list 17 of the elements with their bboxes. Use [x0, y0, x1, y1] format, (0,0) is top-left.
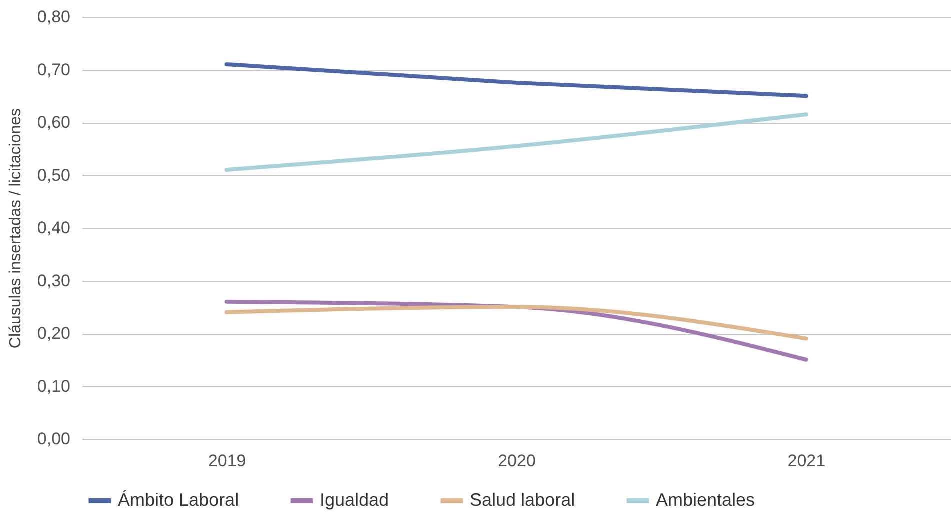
y-tick-label: 0,30	[37, 271, 70, 290]
x-tick-label: 2019	[208, 452, 246, 470]
x-tick-label: 2020	[498, 452, 536, 470]
legend-label: Ambientales	[656, 490, 756, 510]
x-tick-label: 2021	[788, 452, 826, 470]
y-tick-label: 0,00	[37, 430, 70, 448]
y-tick-label: 0,80	[37, 8, 70, 26]
y-tick-label: 0,20	[37, 324, 70, 343]
y-tick-label: 0,10	[37, 376, 70, 396]
y-axis-title: Cláusulas insertadas / licitaciones	[7, 108, 24, 349]
y-tick-label: 0,60	[37, 113, 70, 132]
y-tick-label: 0,70	[37, 60, 70, 80]
legend-label: Salud laboral	[470, 490, 576, 510]
legend-label: Ámbito Laboral	[118, 490, 240, 510]
y-tick-label: 0,40	[37, 218, 70, 238]
legend-label: Igualdad	[320, 490, 390, 510]
y-tick-label: 0,50	[37, 166, 70, 185]
